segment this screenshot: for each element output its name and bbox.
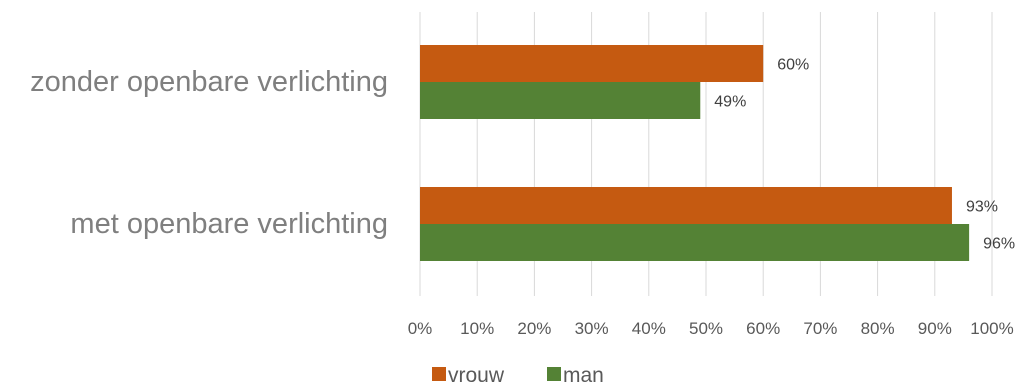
data-label: 93%	[966, 199, 998, 216]
bar-vrouw	[420, 187, 952, 224]
category-labels: zonder openbare verlichting met openbare …	[30, 66, 388, 240]
data-labels: 60% 49% 93% 96%	[714, 57, 1015, 253]
x-tick-label: 100%	[970, 319, 1013, 338]
x-tick-label: 0%	[408, 319, 433, 338]
x-tick-label: 40%	[632, 319, 666, 338]
category-label: met openbare verlichting	[70, 208, 388, 240]
data-label: 49%	[714, 94, 746, 111]
x-tick-label: 60%	[746, 319, 780, 338]
category-label: zonder openbare verlichting	[30, 66, 388, 98]
x-tick-label: 30%	[575, 319, 609, 338]
bar-man	[420, 82, 701, 119]
bar-vrouw	[420, 45, 764, 82]
x-axis-ticks: 0% 10% 20% 30% 40% 50% 60% 70% 80% 90% 100%	[408, 319, 1014, 338]
x-tick-label: 20%	[517, 319, 551, 338]
x-tick-label: 10%	[460, 319, 494, 338]
x-tick-label: 70%	[803, 319, 837, 338]
legend-label-vrouw: vrouw	[448, 364, 505, 387]
x-tick-label: 50%	[689, 319, 723, 338]
legend-label-man: man	[563, 364, 604, 387]
bars	[420, 45, 970, 261]
x-tick-label: 80%	[861, 319, 895, 338]
bar-man	[420, 224, 970, 261]
legend-swatch-man	[547, 367, 561, 381]
legend-swatch-vrouw	[432, 367, 446, 381]
data-label: 60%	[777, 57, 809, 74]
legend: vrouw man	[432, 364, 604, 387]
x-tick-label: 90%	[918, 319, 952, 338]
data-label: 96%	[983, 236, 1015, 253]
